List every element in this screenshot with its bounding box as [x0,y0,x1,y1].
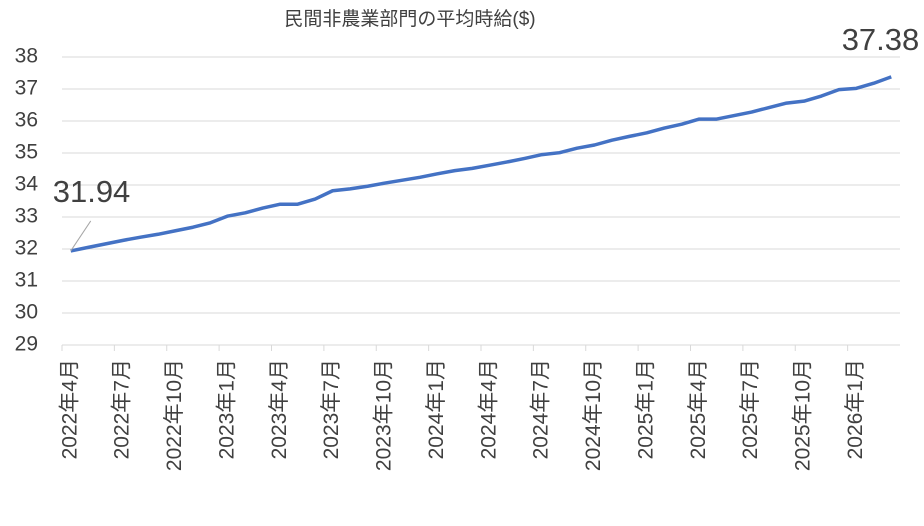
x-tick-label: 2025年7月 [739,359,762,459]
x-tick-label: 2025年1月 [634,359,657,459]
x-tick-label: 2025年4月 [687,359,710,459]
line-series [70,75,892,253]
y-tick-label: 37 [15,77,38,100]
x-tick-label: 2023年7月 [320,359,343,459]
data-label: 37.38 [842,22,920,57]
x-tick-label: 2023年4月 [268,359,291,459]
y-tick-label: 33 [15,205,38,228]
x-tick-label: 2026年1月 [844,359,867,459]
y-tick-label: 35 [15,141,38,164]
leader-line [70,220,92,252]
x-tick-label: 2024年4月 [477,359,500,459]
y-tick-label: 30 [15,301,38,324]
chart-title: 民間非農業部門の平均時給($) [284,8,535,30]
x-tick-label: 2022年7月 [111,359,134,459]
x-tick-label: 2023年1月 [215,359,238,459]
y-tick-label: 38 [15,45,38,68]
x-tick-label: 2022年4月 [58,359,81,459]
x-tick-label: 2022年10月 [163,359,186,471]
y-tick-label: 34 [15,173,39,196]
x-tick-label: 2023年10月 [373,359,396,471]
x-tick-label: 2024年10月 [582,359,605,471]
data-label: 31.94 [53,174,131,209]
x-tick-label: 2025年10月 [792,359,815,471]
y-tick-label: 31 [15,269,38,292]
x-tick-label: 2024年7月 [530,359,553,459]
y-tick-label: 29 [15,333,38,356]
y-tick-label: 36 [15,109,38,132]
y-tick-label: 32 [15,237,38,260]
x-tick-label: 2024年1月 [425,359,448,459]
